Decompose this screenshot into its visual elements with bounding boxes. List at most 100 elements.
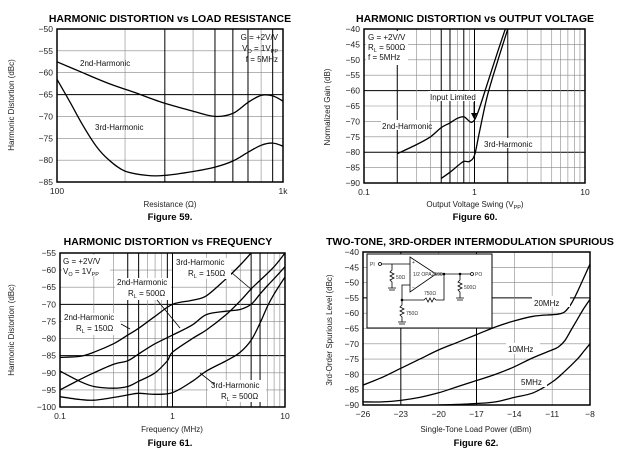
conditions-box: G = +2V/V RL = 500Ω f = 5MHz	[368, 33, 406, 62]
series-label-10mhz: 10MHz	[508, 345, 533, 354]
conditions-background	[62, 255, 110, 276]
series-line-3rd-harmonic	[440, 29, 509, 179]
output-label: PO	[475, 272, 482, 278]
label-2nd-500: 2nd-Harmonic	[117, 278, 167, 287]
series-line-2nd-harmonic	[57, 61, 283, 118]
label-3rd-500: 3rd-Harmonic	[211, 381, 259, 390]
sublabel-3rd-500: RL = 500Ω	[221, 392, 258, 403]
y-tick-label: −65	[346, 101, 361, 111]
sublabel-2nd-150: RL = 150Ω	[76, 324, 113, 335]
figure-caption: Figure 62.	[454, 438, 499, 449]
y-tick-label: −80	[345, 369, 360, 379]
label-background	[506, 343, 540, 354]
y-tick-label: −90	[42, 368, 57, 378]
series-line-2nd-harmonic-rl-500-	[60, 266, 285, 391]
series-line-2nd-harmonic	[397, 29, 506, 155]
x-tick-labels: −26 −23 −20 −17 −14 −11 −8	[356, 409, 595, 419]
op-amp-minus: −	[412, 285, 415, 291]
y-tick-label: −55	[345, 293, 360, 303]
x-tick-label: −26	[356, 409, 371, 419]
y-tick-label: −90	[345, 400, 360, 410]
condition-vo: VO = 1VPP	[242, 44, 278, 55]
y-axis-label: Harmonic Distortion (dBc)	[7, 59, 16, 151]
x-tick-label: 10	[580, 187, 590, 197]
y-tick-label: −85	[42, 351, 57, 361]
y-tick-label: −40	[346, 24, 361, 34]
condition-gain: G = +2V/V	[241, 33, 279, 42]
series-label-3rd: 3rd-Harmonic	[95, 123, 143, 132]
y-tick-label: −60	[346, 86, 361, 96]
conditions-box: G = +2V/V VO = 1VPP f = 5MHz	[241, 33, 279, 64]
series-line-10mhz	[363, 299, 590, 403]
label-background	[173, 258, 231, 279]
chart-fig59: HARMONIC DISTORTION vs LOAD RESISTANCE −…	[7, 13, 291, 223]
x-tick-label: −20	[431, 409, 446, 419]
arrow-3rd-150	[231, 272, 253, 291]
x-tick-label: 0.1	[54, 411, 66, 421]
y-tick-label: −70	[39, 111, 54, 121]
plot-frame	[56, 28, 284, 183]
chart-fig62: TWO-TONE, 3RD-ORDER INTERMODULATION SPUR…	[325, 236, 614, 449]
series-label-20mhz: 20MHz	[534, 299, 559, 308]
curves	[57, 61, 283, 177]
x-tick-label: 1	[472, 187, 477, 197]
circuit-inset: PI 50Ω + − 1/2 OPA2690 PO 500Ω 750Ω 750Ω	[366, 253, 493, 329]
y-tick-label: −55	[42, 248, 57, 258]
input-label: PI	[370, 262, 375, 268]
y-tick-label: −65	[42, 282, 57, 292]
y-tick-labels: −55 −60 −65 −70 −75 −80 −85 −90 −95 −100	[37, 248, 56, 412]
curves	[397, 29, 509, 179]
resistor-50-to-ground	[388, 264, 396, 291]
conditions-background	[366, 31, 408, 65]
series-line-3rd-harmonic	[57, 78, 283, 177]
y-tick-label: −50	[345, 278, 360, 288]
y-tick-label: −60	[39, 68, 54, 78]
y-tick-label: −55	[39, 46, 54, 56]
y-tick-label: −70	[345, 339, 360, 349]
y-tick-label: −45	[346, 39, 361, 49]
series-line-5mhz	[438, 343, 590, 405]
x-tick-label: 1k	[279, 186, 289, 196]
y-tick-label: −45	[345, 262, 360, 272]
curves	[363, 263, 590, 405]
arrow-2nd-500	[156, 299, 181, 329]
series-label-3rd: 3rd-Harmonic	[484, 140, 532, 149]
condition-freq: f = 5MHz	[368, 53, 400, 62]
resistor-label-feedback: 750Ω	[424, 291, 436, 297]
label-background	[532, 296, 570, 307]
sublabel-3rd-150: RL = 150Ω	[188, 269, 225, 280]
chart-title: TWO-TONE, 3RD-ORDER INTERMODULATION SPUR…	[326, 236, 614, 248]
label-background	[519, 376, 547, 387]
op-amp	[409, 256, 437, 293]
x-axis-label: Resistance (Ω)	[143, 200, 196, 209]
y-axis-label: Harmonic Distortion (dBc)	[7, 284, 16, 376]
y-tick-labels: −40 −45 −50 −55 −60 −65 −70 −75 −80 −85 −90	[346, 24, 361, 188]
y-tick-label: −85	[345, 385, 360, 395]
resistor-label-50: 50Ω	[396, 275, 406, 281]
y-tick-label: −60	[42, 265, 57, 275]
condition-freq: f = 5MHz	[246, 55, 278, 64]
condition-vo: VO = 1VPP	[63, 267, 99, 278]
grid	[57, 28, 283, 183]
x-tick-label: −14	[507, 409, 522, 419]
y-tick-label: −75	[345, 354, 360, 364]
x-tick-labels: 100 1k	[50, 186, 288, 196]
sublabel-2nd-500: RL = 500Ω	[128, 289, 165, 300]
figure-caption: Figure 59.	[148, 212, 193, 223]
series-label-5mhz: 5MHz	[521, 378, 542, 387]
y-tick-label: −50	[39, 24, 54, 34]
chart-title: HARMONIC DISTORTION vs LOAD RESISTANCE	[49, 13, 291, 25]
x-axis-label: Single-Tone Load Power (dBm)	[420, 425, 532, 434]
condition-rl: RL = 500Ω	[368, 43, 405, 54]
series-label-2nd: 2nd-Harmonic	[80, 59, 130, 68]
y-tick-labels: −50 −55 −60 −65 −70 −75 −80 −85	[39, 24, 54, 187]
series-line-3rd-harmonic-rl-500-	[60, 276, 285, 401]
y-tick-label: −50	[346, 55, 361, 65]
grid	[364, 28, 585, 184]
arrow-2nd-150	[120, 323, 131, 330]
op-amp-label: 1/2 OPA2690	[413, 272, 443, 278]
y-axis-label: Normalized Gain (dB)	[323, 68, 332, 145]
x-tick-labels: 0.1 1 10	[358, 187, 590, 197]
y-tick-label: −70	[42, 299, 57, 309]
y-tick-label: −70	[346, 116, 361, 126]
